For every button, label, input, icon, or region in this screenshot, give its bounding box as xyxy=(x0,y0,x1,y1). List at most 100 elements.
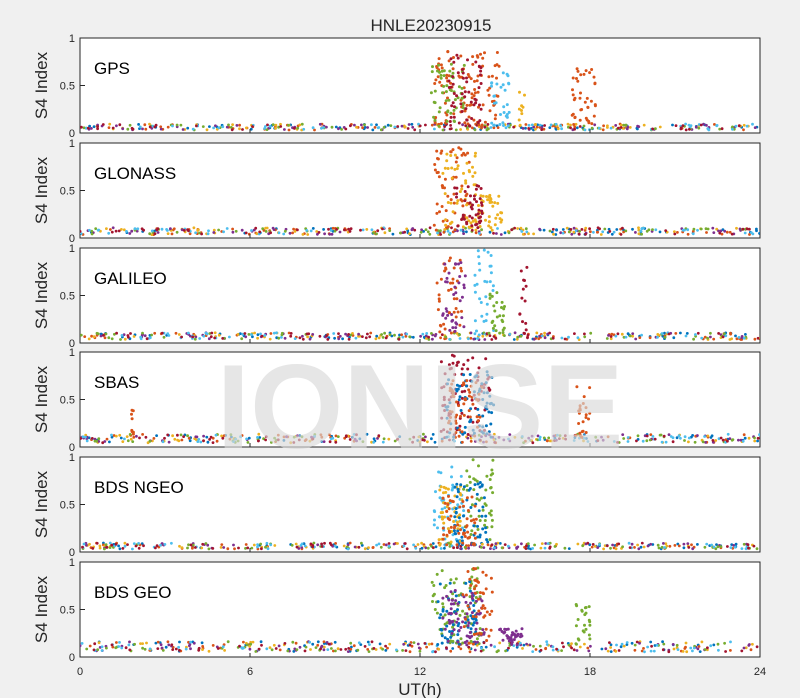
data-point xyxy=(734,542,738,546)
data-point xyxy=(301,334,304,338)
data-point xyxy=(221,436,225,440)
data-point xyxy=(283,642,287,645)
data-point xyxy=(196,440,200,443)
data-point xyxy=(366,648,370,651)
data-point xyxy=(453,329,457,333)
data-point xyxy=(466,536,470,540)
data-point xyxy=(327,227,330,231)
data-point xyxy=(432,223,436,227)
data-point xyxy=(438,210,441,214)
data-point xyxy=(661,648,665,652)
data-point xyxy=(369,331,373,335)
data-point xyxy=(329,543,333,547)
data-point xyxy=(462,625,466,629)
data-point xyxy=(692,646,696,650)
data-point xyxy=(577,411,581,415)
data-point xyxy=(450,544,454,548)
data-point xyxy=(692,337,695,341)
data-point xyxy=(516,227,519,230)
data-point xyxy=(431,337,434,341)
data-point xyxy=(453,515,457,519)
data-point xyxy=(583,128,587,132)
data-point xyxy=(255,232,259,236)
data-point xyxy=(481,591,485,595)
data-point xyxy=(691,232,695,236)
data-point xyxy=(665,544,669,548)
data-point xyxy=(491,284,495,288)
data-point xyxy=(489,509,493,513)
data-point xyxy=(458,505,462,509)
data-point xyxy=(468,589,472,593)
data-point xyxy=(408,643,412,647)
x-tick-label: 18 xyxy=(584,666,596,678)
data-point xyxy=(376,229,380,233)
data-point xyxy=(430,437,433,441)
data-point xyxy=(99,334,103,338)
data-point xyxy=(358,437,362,441)
data-point xyxy=(726,439,729,443)
data-point xyxy=(141,331,144,335)
data-point xyxy=(246,441,250,444)
data-point xyxy=(610,232,614,236)
data-point xyxy=(83,335,87,338)
data-point xyxy=(513,435,517,439)
data-point xyxy=(348,438,352,441)
data-point xyxy=(747,436,751,440)
data-point xyxy=(490,468,494,472)
data-point xyxy=(144,435,148,439)
data-point xyxy=(481,56,485,60)
data-point xyxy=(148,122,151,126)
data-point xyxy=(432,115,436,119)
data-point xyxy=(634,231,637,234)
data-point xyxy=(234,437,238,441)
data-point xyxy=(440,437,444,441)
data-point xyxy=(449,635,453,639)
data-point xyxy=(465,517,469,521)
data-point xyxy=(361,335,364,338)
data-point xyxy=(457,434,461,438)
data-point xyxy=(452,354,456,358)
data-point xyxy=(372,440,376,444)
data-point xyxy=(441,537,445,541)
data-point xyxy=(463,95,467,99)
data-point xyxy=(476,524,479,528)
data-point xyxy=(375,232,378,236)
data-point xyxy=(469,639,473,643)
data-point xyxy=(421,332,425,336)
data-point xyxy=(239,332,242,335)
data-point xyxy=(469,77,473,81)
data-point xyxy=(729,649,732,652)
data-point xyxy=(423,438,426,442)
data-point xyxy=(137,546,141,550)
data-point xyxy=(462,283,466,287)
data-point xyxy=(426,230,430,234)
data-point xyxy=(543,331,546,335)
y-tick-label: 0.5 xyxy=(60,186,75,198)
data-point xyxy=(583,335,587,339)
data-point xyxy=(320,435,324,439)
data-point xyxy=(246,546,250,550)
data-point xyxy=(447,311,451,315)
data-point xyxy=(433,127,436,131)
data-point xyxy=(382,126,386,129)
data-point xyxy=(401,335,405,339)
data-point xyxy=(265,128,269,132)
data-point xyxy=(493,223,497,227)
data-point xyxy=(329,229,333,232)
data-point xyxy=(704,441,707,444)
data-point xyxy=(728,437,732,440)
data-point xyxy=(674,332,678,335)
data-point xyxy=(406,127,410,130)
data-point xyxy=(452,310,456,314)
data-point xyxy=(270,648,274,652)
data-point xyxy=(484,587,488,591)
data-point xyxy=(515,337,519,341)
data-point xyxy=(475,397,478,401)
data-point xyxy=(704,227,708,231)
data-point xyxy=(658,125,662,129)
data-point xyxy=(449,607,453,611)
data-point xyxy=(435,211,439,215)
data-point xyxy=(653,644,657,647)
data-point xyxy=(468,580,472,584)
data-point xyxy=(261,227,265,231)
